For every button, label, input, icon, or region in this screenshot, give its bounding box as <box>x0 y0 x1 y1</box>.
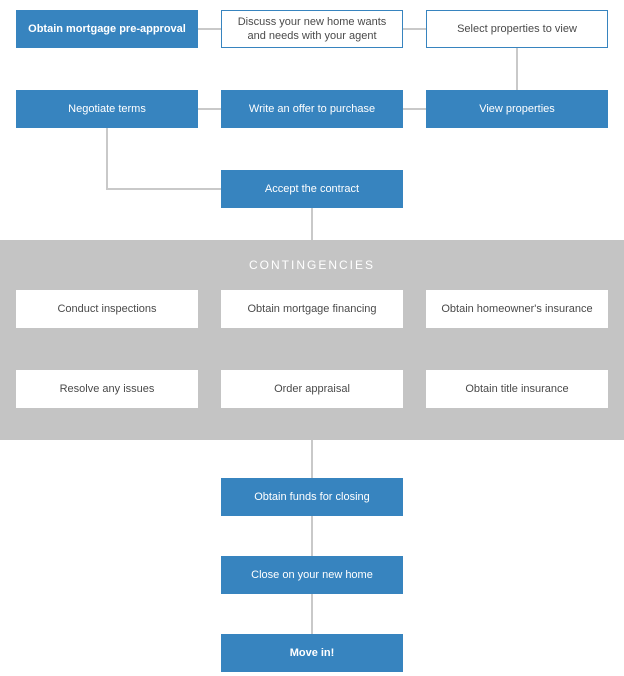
step-label: Select properties to view <box>457 22 577 36</box>
step-label: Discuss your new home wants and needs wi… <box>228 15 396 44</box>
connector <box>198 28 221 30</box>
connector <box>311 516 313 556</box>
connector <box>106 188 221 190</box>
step-move-in: Move in! <box>221 634 403 672</box>
contingency-label: Obtain title insurance <box>465 383 568 395</box>
connector <box>311 208 313 240</box>
contingency-label: Order appraisal <box>274 383 350 395</box>
contingencies-title: CONTINGENCIES <box>0 258 624 272</box>
connector <box>403 28 426 30</box>
contingency-label: Conduct inspections <box>57 303 156 315</box>
step-negotiate-terms: Negotiate terms <box>16 90 198 128</box>
step-obtain-preapproval: Obtain mortgage pre-approval <box>16 10 198 48</box>
connector <box>403 108 426 110</box>
step-write-offer: Write an offer to purchase <box>221 90 403 128</box>
connector <box>106 128 108 188</box>
contingency-label: Obtain mortgage financing <box>247 303 376 315</box>
step-label: Negotiate terms <box>68 102 146 116</box>
step-close-home: Close on your new home <box>221 556 403 594</box>
contingency-box: Conduct inspections <box>16 290 198 328</box>
contingency-label: Obtain homeowner's insurance <box>441 303 592 315</box>
connector <box>516 48 518 90</box>
contingency-box: Resolve any issues <box>16 370 198 408</box>
step-select-properties: Select properties to view <box>426 10 608 48</box>
step-accept-contract: Accept the contract <box>221 170 403 208</box>
step-label: Obtain funds for closing <box>254 490 370 504</box>
contingency-box: Obtain mortgage financing <box>221 290 403 328</box>
step-discuss-wants: Discuss your new home wants and needs wi… <box>221 10 403 48</box>
connector <box>311 594 313 634</box>
step-label: Obtain mortgage pre-approval <box>28 22 186 36</box>
step-obtain-funds: Obtain funds for closing <box>221 478 403 516</box>
connector <box>311 440 313 478</box>
step-label: Write an offer to purchase <box>249 102 375 116</box>
connector <box>198 108 221 110</box>
step-label: View properties <box>479 102 555 116</box>
contingency-box: Obtain title insurance <box>426 370 608 408</box>
contingency-box: Order appraisal <box>221 370 403 408</box>
step-label: Accept the contract <box>265 182 359 196</box>
step-label: Close on your new home <box>251 568 373 582</box>
step-view-properties: View properties <box>426 90 608 128</box>
contingency-label: Resolve any issues <box>60 383 155 395</box>
step-label: Move in! <box>290 646 335 660</box>
contingency-box: Obtain homeowner's insurance <box>426 290 608 328</box>
